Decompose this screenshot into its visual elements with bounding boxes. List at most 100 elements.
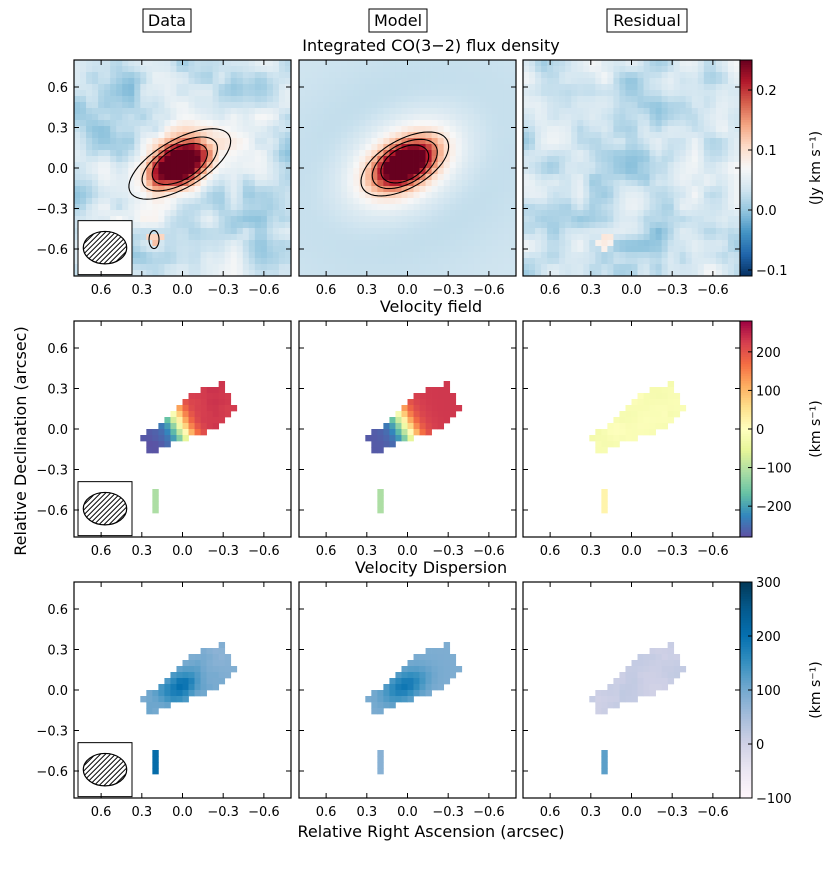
heatmap-cell bbox=[449, 144, 457, 151]
heatmap-cell bbox=[329, 198, 336, 205]
heatmap-cell bbox=[697, 108, 705, 115]
heatmap-cell bbox=[140, 252, 147, 259]
heatmap-cell bbox=[613, 222, 620, 229]
heatmap-cell bbox=[206, 258, 213, 265]
heatmap-cell bbox=[535, 204, 542, 211]
heatmap-cell bbox=[449, 66, 457, 73]
heatmap-cell bbox=[733, 60, 741, 67]
heatmap-cell bbox=[353, 126, 360, 133]
heatmap-cell bbox=[425, 399, 432, 406]
heatmap-cell bbox=[341, 234, 348, 241]
heatmap-cell bbox=[230, 138, 238, 145]
heatmap-cell bbox=[649, 186, 656, 193]
heatmap-cell bbox=[553, 228, 560, 235]
heatmap-cell bbox=[248, 228, 256, 235]
heatmap-cell bbox=[595, 192, 602, 199]
heatmap-cell bbox=[200, 399, 207, 406]
heatmap-cell bbox=[401, 690, 408, 697]
flux-contour bbox=[141, 136, 218, 192]
heatmap-cell bbox=[236, 78, 244, 85]
heatmap-cell bbox=[559, 120, 566, 127]
heatmap-cell bbox=[553, 120, 560, 127]
heatmap-cell bbox=[413, 270, 420, 277]
heatmap-cell bbox=[601, 246, 608, 253]
heatmap-cell bbox=[449, 96, 457, 103]
heatmap-cell bbox=[673, 246, 681, 253]
heatmap-cell bbox=[272, 102, 280, 109]
heatmap-cell bbox=[419, 66, 426, 73]
heatmap-cell bbox=[401, 150, 408, 157]
heatmap-cell bbox=[353, 186, 360, 193]
heatmap-cell bbox=[431, 234, 438, 241]
heatmap-cell bbox=[176, 666, 183, 673]
heatmap-cell bbox=[643, 114, 650, 121]
heatmap-cell bbox=[74, 192, 81, 199]
heatmap-cell bbox=[224, 393, 232, 400]
heatmap-cell bbox=[329, 174, 336, 181]
heatmap-cell bbox=[212, 216, 220, 223]
heatmap-cell bbox=[395, 411, 402, 418]
heatmap-cell bbox=[685, 270, 693, 277]
heatmap-cell bbox=[571, 90, 578, 97]
y-tick-label: 0.3 bbox=[47, 644, 68, 659]
heatmap-cell bbox=[347, 258, 354, 265]
heatmap-cell bbox=[407, 192, 414, 199]
heatmap-cell bbox=[443, 174, 451, 181]
heatmap-cell bbox=[425, 66, 432, 73]
heatmap-cell bbox=[443, 252, 451, 259]
heatmap-cell bbox=[401, 132, 408, 139]
heatmap-cell bbox=[649, 60, 656, 67]
heatmap-cell bbox=[158, 702, 165, 709]
heatmap-cell bbox=[395, 672, 402, 679]
heatmap-cell bbox=[317, 138, 324, 145]
heatmap-cell bbox=[218, 387, 226, 394]
heatmap-cell bbox=[595, 228, 602, 235]
heatmap-cell bbox=[353, 258, 360, 265]
heatmap-cell bbox=[335, 126, 342, 133]
heatmap-cell bbox=[272, 252, 280, 259]
heatmap-cell bbox=[140, 108, 147, 115]
heatmap-cell bbox=[341, 120, 348, 127]
heatmap-cell bbox=[182, 216, 189, 223]
heatmap-cell bbox=[182, 666, 189, 673]
heatmap-cell bbox=[260, 192, 268, 199]
heatmap-cell bbox=[371, 90, 378, 97]
heatmap-cell bbox=[248, 156, 256, 163]
heatmap-cell bbox=[272, 180, 280, 187]
heatmap-cell bbox=[365, 126, 372, 133]
heatmap-cell bbox=[236, 186, 244, 193]
heatmap-cell bbox=[224, 108, 232, 115]
heatmap-cell bbox=[311, 198, 318, 205]
heatmap-cell bbox=[685, 192, 693, 199]
heatmap-cell bbox=[491, 186, 499, 193]
heatmap-cell bbox=[98, 168, 105, 175]
heatmap-cell bbox=[260, 174, 268, 181]
heatmap-cell bbox=[437, 210, 445, 217]
heatmap-cell bbox=[419, 114, 426, 121]
column-title-data-text: Data bbox=[148, 11, 186, 30]
heatmap-cell bbox=[188, 174, 195, 181]
heatmap-cell bbox=[305, 84, 312, 91]
heatmap-cell bbox=[353, 198, 360, 205]
heatmap-cell bbox=[341, 186, 348, 193]
heatmap-cell bbox=[619, 192, 626, 199]
heatmap-cell bbox=[595, 198, 602, 205]
heatmap-cell bbox=[643, 162, 650, 169]
heatmap-cell bbox=[122, 144, 129, 151]
heatmap-cell bbox=[431, 114, 438, 121]
heatmap-cell bbox=[236, 90, 244, 97]
heatmap-cell bbox=[224, 246, 232, 253]
heatmap-cell bbox=[365, 435, 372, 442]
heatmap-cell bbox=[419, 96, 426, 103]
heatmap-cell bbox=[188, 72, 195, 79]
heatmap-cell bbox=[260, 108, 268, 115]
heatmap-cell bbox=[110, 96, 117, 103]
heatmap-cell bbox=[359, 222, 366, 229]
heatmap-cell bbox=[455, 666, 463, 673]
heatmap-cell bbox=[565, 270, 572, 277]
heatmap-cell bbox=[419, 264, 426, 271]
heatmap-cell bbox=[697, 210, 705, 217]
heatmap-cell bbox=[455, 102, 463, 109]
heatmap-cell bbox=[98, 216, 105, 223]
heatmap-cell bbox=[619, 96, 626, 103]
